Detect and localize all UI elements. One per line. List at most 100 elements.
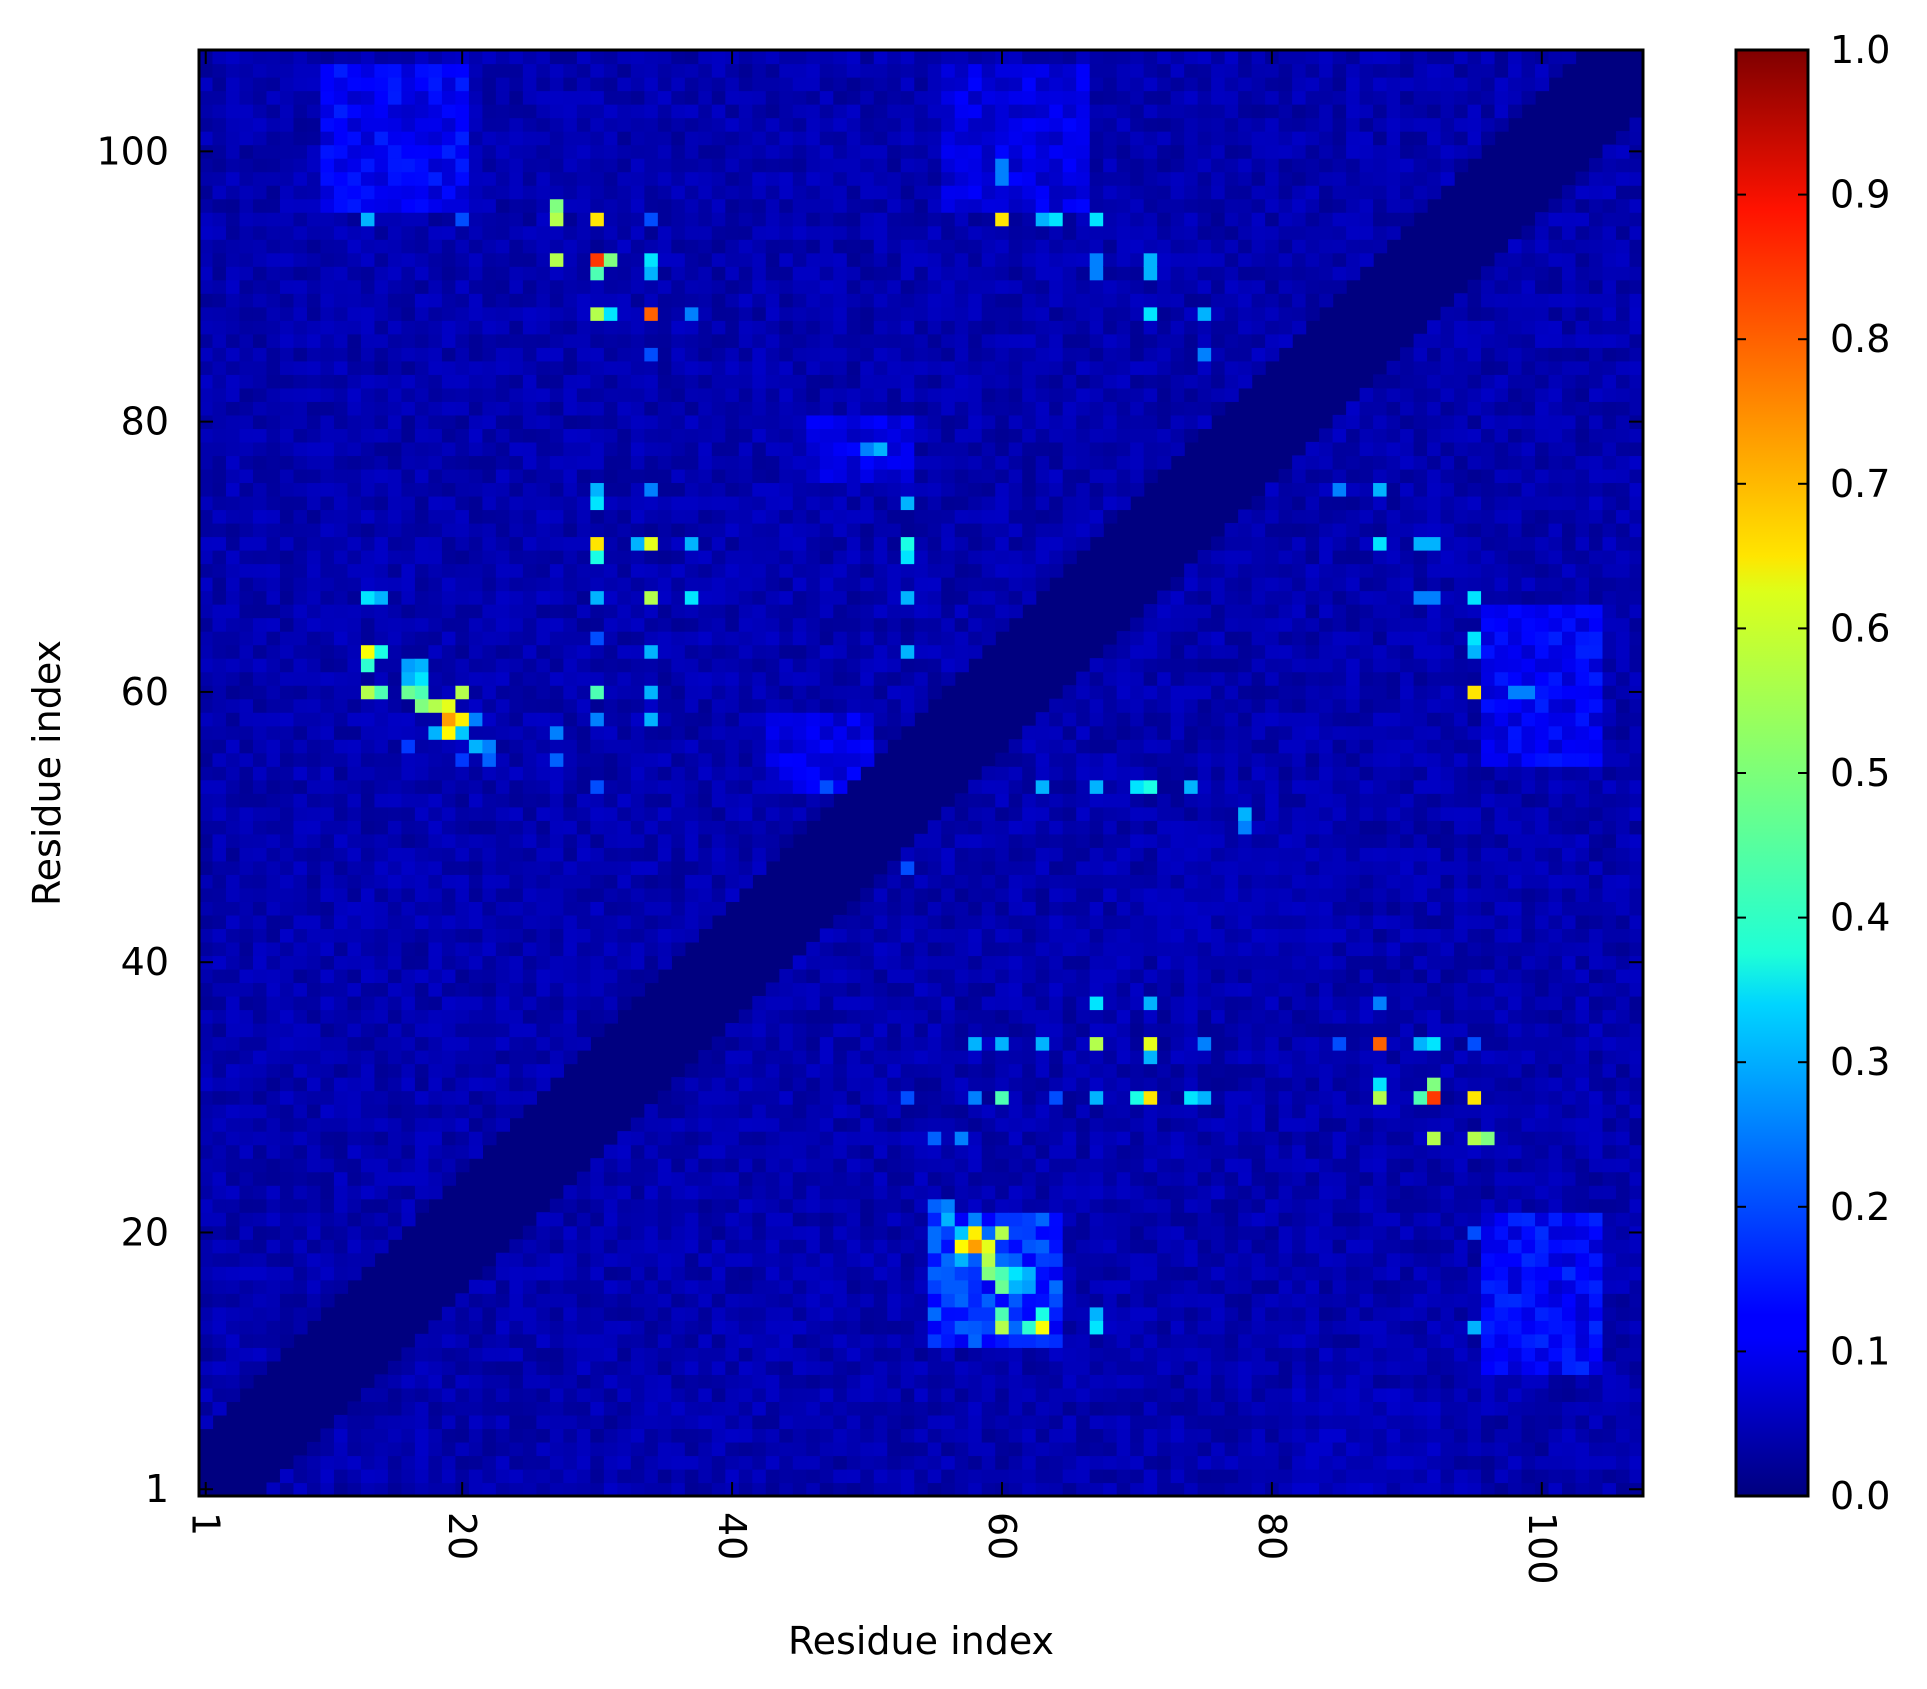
heatmap-cell xyxy=(522,495,537,511)
heatmap-cell xyxy=(387,225,403,240)
heatmap-cell xyxy=(225,901,241,916)
heatmap-cell xyxy=(711,455,726,470)
heatmap-cell xyxy=(414,441,430,457)
heatmap-cell xyxy=(212,1036,227,1051)
heatmap-cell xyxy=(441,847,457,862)
heatmap-cell xyxy=(765,1266,780,1281)
heatmap-cell xyxy=(374,1104,389,1119)
heatmap-cell xyxy=(644,901,659,916)
heatmap-cell xyxy=(509,1279,524,1294)
heatmap-cell xyxy=(252,468,268,484)
heatmap-cell xyxy=(320,833,335,848)
heatmap-cell xyxy=(738,658,753,673)
heatmap-cell xyxy=(414,104,430,119)
heatmap-cell xyxy=(374,1171,389,1186)
heatmap-cell xyxy=(617,536,632,551)
heatmap-cell xyxy=(441,1117,457,1132)
heatmap-cell xyxy=(333,1104,349,1119)
heatmap-cell xyxy=(252,1077,268,1092)
heatmap-cell xyxy=(266,347,281,362)
heatmap-cell xyxy=(266,117,281,132)
heatmap-cell xyxy=(576,887,591,902)
heatmap-cell xyxy=(428,1023,443,1038)
heatmap-cell xyxy=(387,374,403,389)
heatmap-cell xyxy=(779,1131,794,1146)
heatmap-cell xyxy=(860,1023,875,1038)
heatmap-cell xyxy=(320,131,335,146)
heatmap-cell xyxy=(387,198,403,213)
heatmap-cell xyxy=(468,685,484,700)
heatmap-cell xyxy=(603,144,618,159)
heatmap-cell xyxy=(320,225,335,240)
heatmap-cell xyxy=(212,779,227,794)
heatmap-cell xyxy=(509,374,524,389)
heatmap-cell xyxy=(603,401,618,416)
heatmap-cell xyxy=(536,604,551,619)
heatmap-cell xyxy=(495,239,510,254)
heatmap-cell xyxy=(549,441,564,457)
heatmap-cell xyxy=(617,550,632,565)
heatmap-cell xyxy=(428,1063,443,1078)
heatmap-cell xyxy=(306,90,322,105)
heatmap-cell xyxy=(644,1482,659,1496)
heatmap-cell xyxy=(684,522,699,538)
heatmap-cell xyxy=(603,550,618,565)
heatmap-cell xyxy=(320,185,335,200)
heatmap-cell xyxy=(374,725,389,740)
heatmap-cell xyxy=(792,725,807,740)
heatmap-cell xyxy=(455,171,470,186)
heatmap-cell xyxy=(549,1468,564,1484)
heatmap-cell xyxy=(846,333,861,348)
heatmap-cell xyxy=(468,793,484,808)
heatmap-cell xyxy=(212,1144,227,1159)
heatmap-cell xyxy=(752,1441,767,1457)
heatmap-cell xyxy=(806,1374,821,1389)
heatmap-cell xyxy=(711,1198,726,1213)
heatmap-cell xyxy=(360,279,376,294)
heatmap-cell xyxy=(819,414,834,429)
heatmap-cell xyxy=(603,90,618,105)
heatmap-cell xyxy=(428,752,443,767)
heatmap-cell xyxy=(536,1374,551,1389)
heatmap-cell xyxy=(549,1306,564,1321)
heatmap-cell xyxy=(509,941,524,957)
heatmap-cell xyxy=(468,1468,484,1484)
heatmap-cell xyxy=(603,252,618,267)
heatmap-cell xyxy=(657,536,672,551)
heatmap-cell xyxy=(482,1360,497,1375)
heatmap-cell xyxy=(199,1050,214,1065)
heatmap-cell xyxy=(212,1320,227,1335)
heatmap-cell xyxy=(860,1468,875,1484)
heatmap-cell xyxy=(819,617,834,632)
heatmap-cell xyxy=(630,658,645,673)
heatmap-cell xyxy=(698,1414,713,1430)
heatmap-cell xyxy=(522,1009,537,1024)
heatmap-cell xyxy=(819,1198,834,1213)
heatmap-cell xyxy=(374,1023,389,1038)
heatmap-cell xyxy=(522,1023,537,1038)
heatmap-cell xyxy=(293,77,308,92)
heatmap-cell xyxy=(765,1387,780,1402)
heatmap-cell xyxy=(657,1320,672,1335)
heatmap-cell xyxy=(279,1279,295,1294)
heatmap-cell xyxy=(212,509,227,524)
heatmap-cell xyxy=(522,144,537,159)
heatmap-cell xyxy=(387,536,403,551)
heatmap-cell xyxy=(860,1063,875,1078)
heatmap-cell xyxy=(630,631,645,646)
heatmap-cell xyxy=(320,847,335,862)
heatmap-cell xyxy=(522,266,537,281)
heatmap-cell xyxy=(414,752,430,767)
heatmap-cell xyxy=(374,360,389,375)
heatmap-cell xyxy=(725,468,740,484)
heatmap-cell xyxy=(293,293,308,308)
heatmap-cell xyxy=(644,1131,659,1146)
heatmap-cell xyxy=(603,739,618,754)
heatmap-cell xyxy=(846,63,861,78)
heatmap-cell xyxy=(576,131,591,146)
heatmap-cell xyxy=(698,914,713,930)
heatmap-cell xyxy=(779,563,794,578)
heatmap-cell xyxy=(806,1252,821,1267)
heatmap-cell xyxy=(806,563,821,578)
heatmap-cell xyxy=(873,360,888,375)
